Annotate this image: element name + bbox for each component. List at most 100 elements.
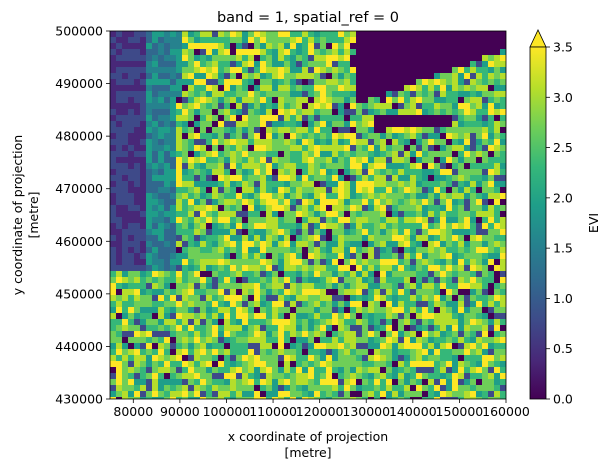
heatmap-cell [362, 259, 368, 265]
heatmap-cell [212, 193, 218, 199]
heatmap-cell [158, 247, 164, 253]
heatmap-cell [194, 127, 200, 133]
heatmap-cell [236, 211, 242, 217]
heatmap-cell [308, 139, 314, 145]
heatmap-cell [374, 259, 380, 265]
heatmap-cell [320, 247, 326, 253]
heatmap-cell [392, 181, 398, 187]
heatmap-cell [260, 331, 266, 337]
heatmap-cell [440, 229, 446, 235]
y-tick-label: 480000 [55, 129, 103, 144]
heatmap-cell [242, 253, 248, 259]
heatmap-cell [146, 217, 152, 223]
heatmap-cell [476, 385, 482, 391]
heatmap-cell [380, 205, 386, 211]
heatmap-cell [158, 73, 164, 79]
heatmap-cell [356, 367, 362, 373]
heatmap-cell [290, 79, 296, 85]
heatmap-cell [302, 139, 308, 145]
heatmap-cell [314, 319, 320, 325]
heatmap-cell [212, 247, 218, 253]
heatmap-cell [140, 223, 146, 229]
heatmap-cell [458, 325, 464, 331]
heatmap-cell [194, 397, 200, 399]
heatmap-cell [116, 97, 122, 103]
heatmap-cell [398, 121, 404, 127]
heatmap-cell [242, 73, 248, 79]
heatmap-cell [302, 379, 308, 385]
heatmap-cell [194, 259, 200, 265]
heatmap-cell [476, 301, 482, 307]
heatmap-cell [458, 103, 464, 109]
heatmap-cell [272, 307, 278, 313]
heatmap-cell [314, 325, 320, 331]
heatmap-cell [386, 253, 392, 259]
heatmap-cell [176, 313, 182, 319]
heatmap-cell [254, 325, 260, 331]
heatmap-cell [314, 37, 320, 43]
heatmap-cell [338, 343, 344, 349]
heatmap-cell [434, 199, 440, 205]
heatmap-cell [392, 337, 398, 343]
heatmap-cell [392, 379, 398, 385]
heatmap-cell [134, 379, 140, 385]
heatmap-cell [356, 235, 362, 241]
heatmap-cell [392, 121, 398, 127]
heatmap-cell [296, 133, 302, 139]
heatmap-cell [182, 127, 188, 133]
heatmap-cell [194, 391, 200, 397]
heatmap-cell [410, 67, 416, 73]
heatmap-cell [128, 115, 134, 121]
heatmap-cell [200, 283, 206, 289]
heatmap-cell [380, 253, 386, 259]
heatmap-cell [374, 157, 380, 163]
heatmap-cell [302, 343, 308, 349]
heatmap-cell [206, 103, 212, 109]
heatmap-cell [260, 211, 266, 217]
heatmap-cell [494, 313, 500, 319]
heatmap-cell [302, 253, 308, 259]
heatmap-cell [374, 169, 380, 175]
heatmap-cell [386, 49, 392, 55]
heatmap-cell [296, 97, 302, 103]
heatmap-cell [284, 289, 290, 295]
heatmap-cell [356, 229, 362, 235]
heatmap-cell [470, 169, 476, 175]
heatmap-cell [176, 133, 182, 139]
heatmap-cell [344, 205, 350, 211]
heatmap-cell [326, 211, 332, 217]
heatmap-cell [206, 85, 212, 91]
heatmap-cell [296, 49, 302, 55]
heatmap-cell [344, 247, 350, 253]
heatmap-cell [386, 205, 392, 211]
heatmap-cell [452, 193, 458, 199]
heatmap-cell [368, 55, 374, 61]
heatmap-cell [290, 361, 296, 367]
heatmap-cell [314, 331, 320, 337]
heatmap-cell [200, 307, 206, 313]
heatmap-cell [440, 109, 446, 115]
heatmap-cell [152, 79, 158, 85]
heatmap-cell [410, 325, 416, 331]
heatmap-cell [200, 361, 206, 367]
heatmap-cell [242, 127, 248, 133]
heatmap-cell [176, 163, 182, 169]
heatmap-cell [218, 259, 224, 265]
heatmap-cell [242, 319, 248, 325]
heatmap-cell [314, 337, 320, 343]
heatmap-cell [284, 163, 290, 169]
heatmap-cell [110, 103, 116, 109]
heatmap-cell [464, 319, 470, 325]
heatmap-cell [428, 337, 434, 343]
heatmap-cell [362, 79, 368, 85]
heatmap-cell [422, 181, 428, 187]
heatmap-cell [380, 43, 386, 49]
heatmap-cell [386, 181, 392, 187]
heatmap-cell [464, 289, 470, 295]
heatmap-cell [332, 151, 338, 157]
heatmap-cell [266, 301, 272, 307]
heatmap-cell [296, 337, 302, 343]
heatmap-cell [392, 223, 398, 229]
heatmap-cell [422, 337, 428, 343]
heatmap-cell [326, 367, 332, 373]
